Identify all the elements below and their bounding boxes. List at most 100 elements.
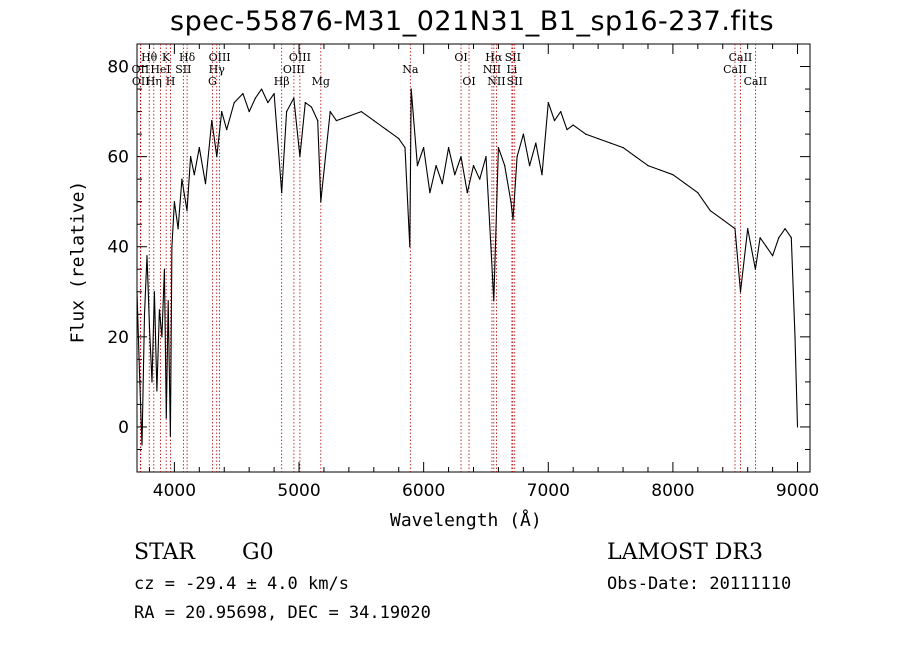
spectrum-point — [754, 268, 757, 270]
line-marker-label: SII — [175, 63, 191, 76]
spectrum-point — [709, 210, 711, 212]
spectrum-point — [784, 228, 786, 230]
spectrum-point — [512, 219, 514, 221]
spectrum-point — [429, 192, 431, 194]
spectrum-series-line — [136, 88, 799, 446]
spectrum-point — [634, 156, 637, 158]
spectrum-point — [535, 142, 537, 144]
spectrum-point — [299, 156, 301, 158]
spectrum-point — [167, 300, 169, 302]
line-marker-label: Hδ — [179, 51, 196, 64]
spectrum-point — [510, 201, 512, 203]
x-axis-label: Wavelength (Å) — [390, 510, 542, 531]
spectrum-point — [466, 192, 468, 194]
spectrum-point — [181, 178, 183, 180]
spectrum-point — [609, 142, 612, 144]
spectrum-point — [472, 165, 475, 167]
spectrum-point — [141, 444, 143, 446]
spectrum-point — [148, 327, 151, 329]
line-marker-label: CaII — [729, 51, 753, 64]
spectrum-point — [138, 372, 141, 374]
spectrum-point — [281, 192, 283, 194]
y-tick-label: 0 — [118, 418, 129, 438]
spectrum-point — [221, 110, 223, 113]
line-marker-label: Hθ — [141, 51, 158, 64]
spectrum-point — [460, 156, 462, 158]
spectrum-point — [447, 147, 450, 149]
spectrum-point — [647, 165, 649, 167]
line-marker-label: NII — [487, 75, 505, 88]
spectrum-point — [778, 237, 780, 239]
spectrum-point — [189, 156, 192, 158]
spectrum-point — [796, 426, 799, 428]
spectrum-point — [504, 165, 506, 167]
spectrum-point — [385, 129, 387, 131]
redshift-velocity: cz = -29.4 ± 4.0 km/s — [134, 574, 349, 594]
spectrum-point — [198, 147, 200, 149]
y-axis-label: Flux (relative) — [67, 180, 89, 344]
x-tick-label: 8000 — [651, 481, 694, 501]
spectrum-point — [553, 119, 556, 122]
spectrum-point — [320, 201, 322, 203]
spectrum-point — [516, 156, 518, 158]
spectrum-point — [163, 268, 166, 270]
spectrum-point — [310, 106, 313, 108]
spectrum-point — [560, 110, 562, 113]
line-marker-label: OI — [462, 75, 475, 88]
line-marker-label: Li — [506, 63, 517, 76]
x-tick-label: 4000 — [153, 481, 196, 501]
spectrum-point — [479, 178, 481, 180]
line-marker-label: H — [166, 75, 176, 88]
spectrum-point — [747, 228, 749, 230]
spectrum-point — [659, 169, 662, 171]
spectrum-point — [722, 219, 724, 221]
spectrum-point — [158, 309, 161, 311]
spectrum-point — [454, 174, 456, 176]
line-marker-label: HeI — [150, 63, 170, 76]
spectrum-point — [697, 192, 699, 194]
x-tick-label: 7000 — [527, 481, 570, 501]
spectrum-point — [317, 119, 319, 122]
y-tick-label: 80 — [107, 58, 129, 78]
line-marker-label: Hβ — [274, 75, 290, 88]
observation-date: Obs-Date: 20111110 — [607, 574, 792, 594]
spectrum-point — [304, 101, 306, 104]
spectrum-point — [790, 237, 792, 239]
spectrum-point — [169, 435, 172, 437]
spectrum-point — [329, 110, 331, 113]
spectrum-point — [497, 147, 500, 149]
x-tick-label: 6000 — [402, 481, 445, 501]
x-tick-label: 5000 — [277, 481, 320, 501]
spectrum-point — [398, 138, 400, 140]
spectrum-point — [585, 133, 587, 135]
line-marker-label: OIII — [283, 63, 305, 76]
spectrum-point — [734, 228, 736, 230]
line-marker-label: CaII — [744, 75, 768, 88]
spectrum-point — [165, 417, 167, 419]
coordinates: RA = 20.95698, DEC = 34.19020 — [134, 603, 431, 623]
spectrum-point — [597, 138, 599, 140]
spectrum-point — [226, 129, 228, 131]
chart-title: spec-55876-M31_021N31_B1_sp16-237.fits — [170, 6, 775, 37]
spectrum-point — [572, 124, 574, 126]
spectrum-point — [186, 210, 188, 212]
spectrum-point — [404, 147, 406, 149]
line-marker-label: SII — [507, 75, 523, 88]
spectrum-point — [739, 291, 742, 293]
spectrum-point — [622, 147, 624, 149]
spectrum-point — [177, 228, 179, 230]
spectrum-point — [171, 246, 173, 248]
spectrum-point — [416, 165, 419, 167]
object-subclass: G0 — [242, 540, 274, 565]
spectrum-point — [485, 156, 487, 158]
spectrum-point — [248, 110, 250, 113]
spectrum-point — [672, 174, 674, 176]
line-marker-label: Mg — [312, 75, 330, 88]
spectrum-point — [522, 133, 524, 135]
line-marker-label: SII — [505, 51, 521, 64]
spectrum-point — [772, 255, 774, 257]
line-marker-label: OI — [454, 51, 467, 64]
y-tick-label: 20 — [107, 328, 129, 348]
spectrum-point — [216, 156, 218, 158]
